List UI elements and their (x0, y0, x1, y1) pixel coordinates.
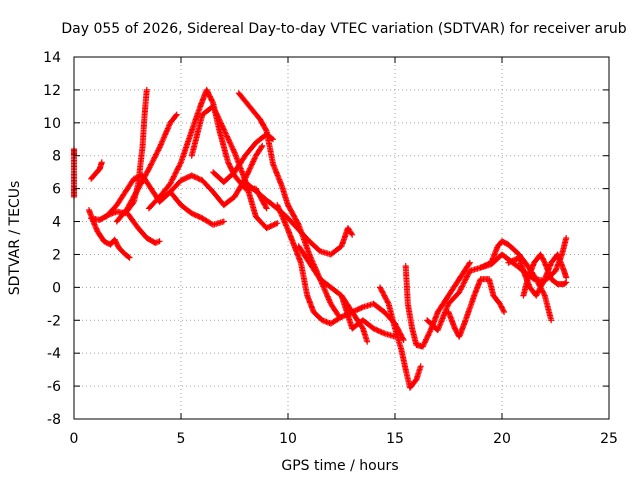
y-tick-label: 10 (43, 116, 61, 132)
y-tick-label: 0 (52, 280, 61, 296)
satellite-track-13-markers (242, 179, 356, 258)
y-tick-label: -8 (47, 412, 61, 428)
satellite-track-13 (242, 179, 356, 258)
satellite-track-23-markers (520, 251, 570, 299)
satellite-track-9 (167, 188, 227, 228)
satellite-track-16 (338, 292, 398, 340)
y-tick-label: -4 (47, 346, 61, 362)
x-tick-label: 10 (279, 431, 297, 447)
x-tick-label: 15 (386, 431, 404, 447)
x-tick-label: 25 (600, 431, 618, 447)
x-tick-label: 0 (70, 431, 79, 447)
satellite-track-23 (520, 251, 570, 299)
satellite-track-2 (88, 159, 105, 182)
satellite-track-18-markers (402, 259, 473, 350)
axis-ticks: 0 5 10 15 20 25 -8 -6 -4 -2 0 2 4 6 8 10 12 14 (43, 50, 618, 447)
y-tick-label: 4 (52, 215, 61, 231)
y-tick-label: 14 (43, 50, 61, 66)
satellite-track-10-markers (188, 103, 281, 232)
x-axis-title: GPS time / hours (281, 458, 398, 474)
satellite-track-6-markers (113, 111, 180, 225)
grid-lines (74, 57, 609, 419)
data-points (71, 86, 570, 391)
satellite-track-7 (124, 210, 163, 246)
satellite-track-18 (402, 259, 473, 350)
chart-title: Day 055 of 2026, Sidereal Day-to-day VTE… (61, 21, 626, 37)
y-tick-label: 2 (52, 247, 61, 263)
satellite-track-9-markers (167, 188, 227, 228)
satellite-track-2-markers (88, 159, 105, 182)
satellite-track-20-markers (445, 276, 508, 340)
x-tick-label: 20 (493, 431, 511, 447)
y-tick-label: 8 (52, 149, 61, 165)
y-tick-label: -2 (47, 313, 61, 329)
y-tick-label: 6 (52, 182, 61, 198)
satellite-track-7-markers (124, 210, 163, 246)
y-tick-label: 12 (43, 83, 61, 99)
satellite-track-17-markers (377, 284, 424, 391)
x-tick-label: 5 (177, 431, 186, 447)
satellite-track-20 (445, 276, 508, 340)
y-axis-title: SDTVAR / TECUs (7, 181, 23, 296)
satellite-track-17 (377, 284, 424, 391)
satellite-track-16-markers (338, 292, 398, 340)
satellite-track-6 (113, 111, 180, 225)
y-tick-label: -6 (47, 379, 61, 395)
plot-area-frame (73, 56, 610, 420)
satellite-track-10 (188, 103, 281, 232)
